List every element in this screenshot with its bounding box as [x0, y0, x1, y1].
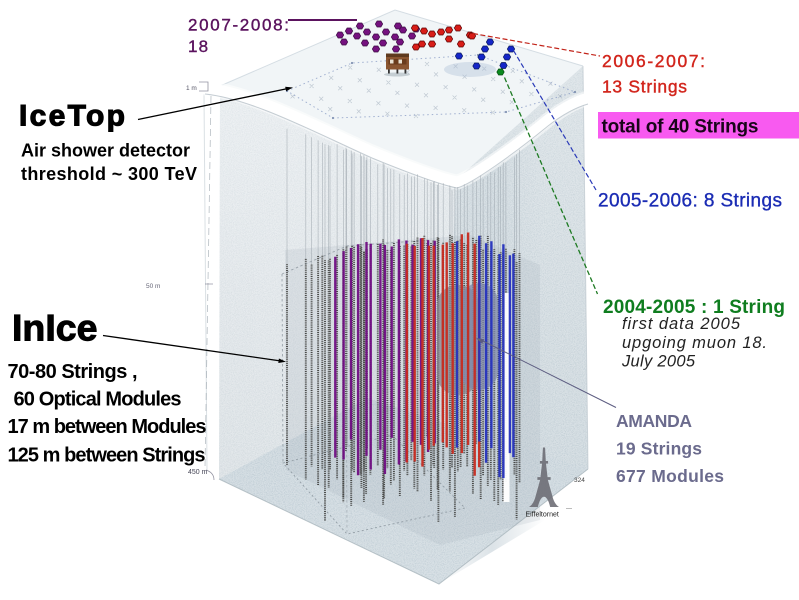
svg-text:677 Modules: 677 Modules: [616, 466, 724, 486]
svg-text:AMANDA: AMANDA: [616, 411, 692, 431]
svg-text:1 m: 1 m: [186, 85, 197, 92]
svg-text:18: 18: [188, 37, 209, 56]
svg-text:2004-2005 : 1 String: 2004-2005 : 1 String: [603, 297, 785, 318]
svg-text:Eiffeltornet: Eiffeltornet: [526, 512, 559, 519]
svg-text:50 m: 50 m: [146, 283, 160, 290]
svg-text:threshold ~ 300 TeV: threshold ~ 300 TeV: [21, 164, 197, 184]
svg-text:60 Optical Modules: 60 Optical Modules: [14, 389, 182, 411]
svg-text:70-80 Strings ,: 70-80 Strings ,: [8, 361, 138, 383]
svg-text:Air shower detector: Air shower detector: [21, 141, 190, 161]
svg-text:first data 2005: first data 2005: [622, 315, 741, 333]
svg-text:IceTop: IceTop: [19, 100, 125, 133]
svg-text:2005-2006: 8 Strings: 2005-2006: 8 Strings: [598, 191, 782, 212]
svg-text:450 m: 450 m: [188, 469, 208, 476]
svg-text:July 2005: July 2005: [621, 353, 696, 371]
svg-text:13 Strings: 13 Strings: [602, 77, 687, 97]
svg-text:InIce: InIce: [12, 307, 97, 349]
svg-text:total of 40 Strings: total of 40 Strings: [602, 117, 759, 138]
svg-text:17 m between Modules: 17 m between Modules: [8, 416, 207, 438]
svg-text:19 Strings: 19 Strings: [616, 439, 702, 459]
svg-text:upgoing muon 18.: upgoing muon 18.: [622, 334, 767, 352]
svg-text:324: 324: [574, 477, 585, 484]
svg-text:125 m between Strings: 125 m between Strings: [8, 445, 206, 467]
